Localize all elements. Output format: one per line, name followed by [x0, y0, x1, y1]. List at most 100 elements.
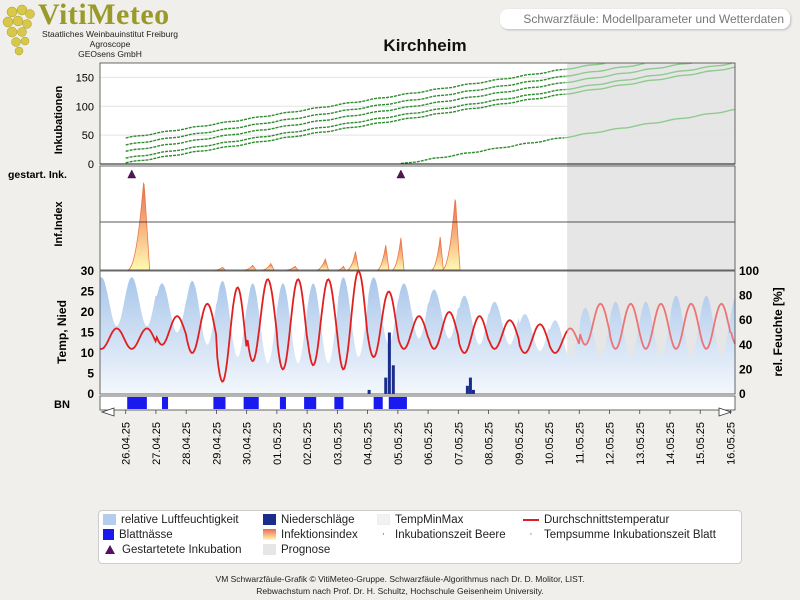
incubation-line-forecast [564, 62, 692, 84]
humidity-ytick: 60 [739, 313, 753, 327]
started-incubation-marker [396, 169, 406, 179]
ylabel-feuchte: rel. Feuchte [%] [771, 287, 785, 376]
vitimeteo-logo: VitiMeteo Staatliches Weinbauinstitut Fr… [0, 0, 180, 62]
x-date-label: 30.04.25 [242, 422, 254, 465]
logo-line-1: Staatliches Weinbauinstitut Freiburg [42, 29, 178, 39]
precipitation-bar [391, 365, 395, 394]
incubation-line-forecast [564, 62, 732, 91]
humidity-ytick: 0 [739, 387, 746, 401]
legend-label: relative Luftfeuchtigkeit [121, 514, 239, 526]
incubation-line [125, 88, 565, 159]
leaf-wetness-bar [243, 397, 259, 409]
precipitation-bar [471, 389, 475, 394]
chart-legend: relative Luftfeuchtigkeit Niederschläge … [98, 510, 742, 564]
ylabel-inkubationen: Inkubationen [53, 86, 65, 155]
ylabel-bn: BN [54, 399, 70, 411]
legend-label: Durchschnittstemperatur [544, 514, 670, 526]
precipitation-bar [387, 332, 391, 394]
infection-peak [441, 198, 461, 271]
temp-ytick: 10 [81, 346, 95, 360]
incubation-line [125, 68, 565, 139]
inc-ytick: 0 [88, 159, 94, 171]
x-date-label: 04.05.25 [363, 422, 375, 465]
infection-peak [391, 237, 405, 271]
incubation-line [125, 81, 565, 152]
ylabel-temp: Temp, Nied [55, 300, 69, 364]
leaf-wetness-bar [127, 397, 147, 409]
legend-swatch-leafwet [103, 529, 114, 541]
x-date-label: 06.05.25 [423, 422, 435, 465]
inc-ytick: 150 [76, 72, 94, 84]
legend-swatch-humidity [103, 514, 116, 526]
legend-swatch-temp [523, 518, 539, 521]
chart-subtitle: Schwarzfäule: Modellparameter und Wetter… [500, 9, 790, 29]
incubation-line [125, 93, 565, 164]
x-date-label: 27.04.25 [151, 422, 163, 465]
temp-ytick: 0 [87, 387, 94, 401]
legend-item-temp: Durchschnittstemperatur [523, 514, 669, 526]
x-date-label: 11.05.25 [574, 422, 586, 464]
x-date-label: 09.05.25 [514, 422, 526, 465]
legend-item-tempminmax: TempMinMax [377, 514, 463, 526]
x-date-label: 05.05.25 [393, 422, 405, 465]
precipitation-bar [367, 389, 371, 394]
leaf-wetness-bar [388, 397, 407, 409]
precipitation-bar [468, 377, 472, 394]
x-date-label: 08.05.25 [484, 422, 496, 465]
x-date-label: 14.05.25 [665, 422, 677, 465]
legend-item-prognose: Prognose [263, 544, 330, 556]
x-date-label: 02.05.25 [302, 422, 314, 465]
panel-border [99, 165, 736, 271]
legend-label: Niederschläge [281, 514, 355, 526]
panel-border [99, 270, 736, 395]
logo-title: VitiMeteo [38, 0, 170, 31]
legend-label: Blattnässe [119, 529, 173, 541]
inc-ytick: 100 [76, 101, 94, 113]
scroll-right-arrow[interactable] [718, 407, 733, 417]
temp-ytick: 30 [81, 264, 95, 278]
incubation-line [125, 75, 565, 146]
temp-ytick: 5 [87, 367, 94, 381]
footer-line-1: VM Schwarzfäule-Grafik © VitiMeteo-Grupp… [215, 574, 585, 584]
incubation-line-forecast [564, 108, 735, 139]
leaf-wetness-bar [213, 397, 226, 409]
x-date-label: 12.05.25 [605, 422, 617, 465]
temp-ytick: 20 [81, 305, 95, 319]
infection-peak [316, 257, 329, 271]
x-date-label: 01.05.25 [272, 422, 284, 465]
humidity-ytick: 20 [739, 362, 753, 376]
grape-icon [2, 4, 35, 56]
leaf-wetness-bar [161, 397, 169, 409]
x-date-label: 10.05.25 [544, 422, 556, 465]
legend-swatch-prognose [263, 544, 276, 556]
precipitation-bar [465, 385, 469, 394]
infection-peak [346, 251, 360, 271]
legend-item-marker: Gestartetete Inkubation [103, 544, 242, 556]
x-date-label: 29.04.25 [211, 422, 223, 465]
ylabel-gestartet: gestart. Ink. [8, 169, 67, 181]
leaf-wetness-bar [304, 397, 317, 409]
leaf-wetness-bar [334, 397, 344, 409]
infection-peak [376, 245, 390, 271]
humidity-ytick: 40 [739, 338, 753, 352]
legend-item-leaf-tempsum: · Tempsumme Inkubationszeit Blatt [523, 529, 716, 541]
precipitation-bar [384, 377, 388, 394]
legend-label: Infektionsindex [281, 529, 358, 541]
x-date-label: 15.05.25 [695, 422, 707, 465]
legend-item-infindex: Infektionsindex [263, 529, 358, 541]
incubation-line-forecast [564, 66, 736, 95]
inc-ytick: 50 [82, 130, 94, 142]
dot-red-icon: · [381, 528, 386, 541]
legend-swatch-tempminmax [377, 514, 390, 526]
infection-peak [431, 236, 444, 271]
legend-label: Tempsumme Inkubationszeit Blatt [544, 529, 716, 541]
scroll-left-arrow[interactable] [100, 407, 115, 417]
infection-peak [127, 182, 151, 271]
x-date-label: 16.05.25 [725, 422, 737, 465]
x-date-label: 13.05.25 [635, 422, 647, 465]
logo-line-2: Agroscope [89, 39, 131, 49]
legend-swatch-infindex [263, 529, 276, 541]
legend-label: Gestartetete Inkubation [122, 544, 242, 556]
leaf-wetness-bar [373, 397, 383, 409]
